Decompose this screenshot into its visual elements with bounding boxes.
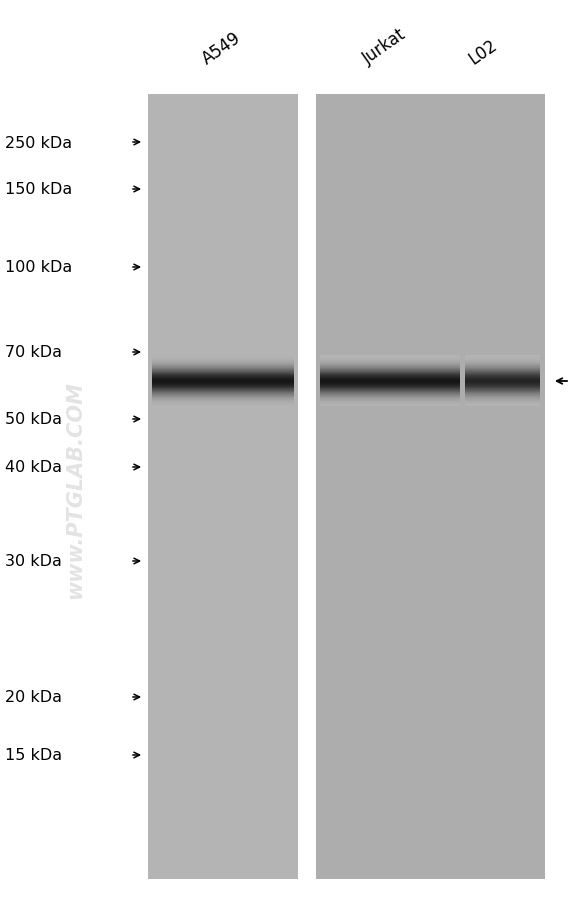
Text: 50 kDa: 50 kDa (5, 412, 62, 427)
Text: 100 kDa: 100 kDa (5, 260, 73, 275)
Text: 30 kDa: 30 kDa (5, 554, 62, 569)
Text: www.PTGLAB.COM: www.PTGLAB.COM (65, 381, 85, 598)
Text: 150 kDa: 150 kDa (5, 182, 73, 198)
Text: 250 kDa: 250 kDa (5, 135, 72, 151)
Text: 40 kDa: 40 kDa (5, 460, 62, 475)
Text: Jurkat: Jurkat (360, 25, 410, 68)
Bar (316, 95, 545, 879)
Text: 15 kDa: 15 kDa (5, 748, 62, 763)
Text: A549: A549 (199, 29, 245, 68)
Bar (148, 95, 298, 879)
Text: 70 kDa: 70 kDa (5, 345, 62, 360)
Text: L02: L02 (466, 36, 501, 68)
Text: 20 kDa: 20 kDa (5, 690, 62, 704)
